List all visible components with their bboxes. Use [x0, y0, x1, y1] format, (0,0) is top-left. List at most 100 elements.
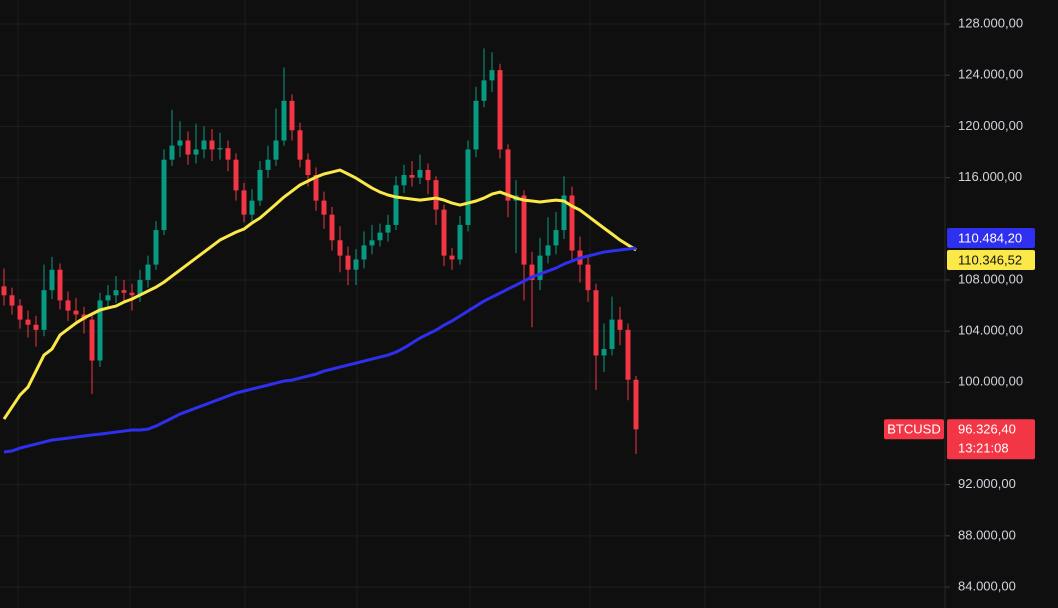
y-tick-label: 88.000,00 — [958, 527, 1016, 542]
candle-body — [25, 319, 31, 325]
candle-body — [473, 100, 479, 150]
price-label-box — [947, 228, 1035, 249]
y-tick-label: 108.000,00 — [958, 271, 1023, 286]
candle-body — [417, 169, 423, 178]
candle-body — [145, 264, 151, 280]
candle-body — [273, 140, 279, 160]
candle-body — [369, 240, 375, 246]
candle-body — [529, 264, 535, 280]
candle-body — [625, 329, 631, 380]
candle-body — [569, 195, 575, 251]
candle-body — [449, 255, 455, 260]
candle-body — [537, 255, 543, 280]
candle-body — [201, 140, 207, 150]
candle-body — [329, 214, 335, 241]
candle-body — [465, 149, 471, 225]
candle-body — [121, 290, 127, 293]
candle-body — [433, 180, 439, 210]
last-price-box — [947, 419, 1035, 460]
price-label: 110.346,52 — [958, 252, 1022, 267]
candle-body — [17, 305, 23, 320]
candle-body — [545, 245, 551, 256]
candle-body — [209, 140, 215, 150]
candle-body — [393, 185, 399, 225]
candle-body — [89, 319, 95, 361]
candle-body — [553, 230, 559, 246]
candle-body — [561, 195, 567, 231]
candle-body — [409, 175, 415, 178]
y-tick-label: 116.000,00 — [958, 169, 1022, 184]
candle-body — [617, 319, 623, 330]
candle-body — [305, 159, 311, 176]
candle-body — [217, 148, 223, 150]
candle-body — [249, 200, 255, 215]
candle-body — [585, 264, 591, 291]
candle-body — [593, 290, 599, 356]
candle-body — [65, 300, 71, 311]
candle-body — [377, 232, 383, 241]
candle-body — [633, 379, 639, 430]
candle-body — [521, 195, 527, 265]
candle-body — [193, 149, 199, 155]
candle-body — [321, 200, 327, 215]
candle-body — [313, 175, 319, 201]
candle-body — [385, 224, 391, 233]
moving-average-line — [2, 168, 637, 420]
candle-body — [129, 292, 135, 296]
candle-body — [225, 148, 231, 160]
candle-body — [137, 279, 143, 296]
candle-body — [33, 324, 39, 330]
symbol-tag: BTCUSD — [887, 422, 940, 437]
candle-body — [73, 310, 79, 315]
time-grid — [17, 0, 821, 608]
candle-body — [481, 80, 487, 101]
price-label: 110.484,20 — [958, 230, 1022, 245]
candle-body — [353, 259, 359, 270]
candle-body — [41, 290, 47, 330]
candle-body — [241, 190, 247, 215]
candle-body — [489, 70, 495, 81]
y-tick-label: 128.000,00 — [958, 15, 1023, 30]
candle-body — [601, 349, 607, 356]
moving-average-line — [3, 246, 637, 454]
candle-body — [97, 300, 103, 361]
y-tick-label: 100.000,00 — [958, 374, 1023, 389]
candle-body — [1, 286, 7, 296]
candle-body — [361, 245, 367, 260]
candle-body — [401, 175, 407, 186]
candle-body — [49, 269, 55, 291]
price-label-box — [947, 250, 1035, 271]
candle-body — [57, 269, 63, 301]
candle-body — [153, 230, 159, 265]
candle-body — [337, 240, 343, 256]
candle-body — [457, 224, 463, 260]
candle-body — [265, 159, 271, 170]
y-tick-label: 104.000,00 — [958, 323, 1023, 338]
candle-body — [161, 159, 167, 231]
candle-body — [345, 255, 351, 270]
candle-body — [441, 209, 447, 256]
candle-body — [105, 295, 111, 301]
y-tick-label: 92.000,00 — [958, 476, 1016, 491]
candle-body — [113, 290, 119, 296]
y-tick-label: 84.000,00 — [958, 578, 1016, 593]
candle-body — [9, 295, 15, 306]
y-tick-label: 124.000,00 — [958, 67, 1023, 82]
y-tick-label: 120.000,00 — [958, 118, 1023, 133]
last-price-label: 96.326,40 — [958, 422, 1016, 437]
candle-body — [185, 140, 191, 155]
candle-body — [289, 100, 295, 131]
candle-body — [297, 130, 303, 160]
candle-body — [609, 319, 615, 350]
symbol-tag-box — [884, 419, 944, 440]
candle-body — [505, 149, 511, 201]
candle-body — [281, 100, 287, 141]
candle-body — [169, 145, 175, 160]
countdown-label: 13:21:08 — [958, 441, 1009, 456]
candle-body — [177, 140, 183, 146]
candle-body — [497, 70, 503, 150]
candle-body — [233, 159, 239, 191]
